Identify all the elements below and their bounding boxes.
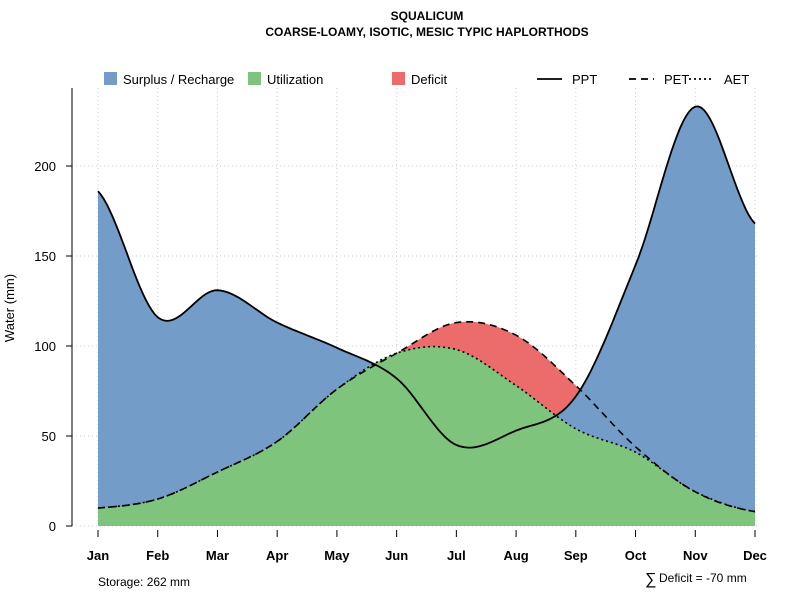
y-tick-label: 0	[49, 519, 56, 534]
deficit-annotation: Deficit = -70 mm	[659, 571, 747, 585]
x-tick-label: Nov	[683, 548, 708, 563]
legend-label: Surplus / Recharge	[123, 72, 234, 87]
x-tick-label: Jun	[385, 548, 408, 563]
x-tick-label: Feb	[146, 548, 169, 563]
legend-swatch	[248, 72, 261, 85]
chart-title: SQUALICUM	[391, 9, 464, 23]
series-lines	[97, 105, 756, 513]
legend-label: Utilization	[267, 72, 323, 87]
storage-annotation: Storage: 262 mm	[98, 575, 190, 589]
utilization-area	[98, 346, 755, 526]
x-tick-label: Jan	[87, 548, 109, 563]
y-axis-label: Water (mm)	[2, 274, 17, 342]
x-tick-label: Aug	[503, 548, 528, 563]
y-tick-label: 200	[34, 159, 56, 174]
legend-label: Deficit	[411, 72, 448, 87]
legend-label: PET	[664, 72, 689, 87]
x-tick-label: Oct	[625, 548, 647, 563]
y-tick-label: 50	[42, 429, 56, 444]
legend-swatch	[104, 72, 117, 85]
legend-swatch	[392, 72, 405, 85]
legend-label: AET	[724, 72, 749, 87]
x-tick-label: May	[324, 548, 350, 563]
y-tick-label: 150	[34, 249, 56, 264]
series-line-aet	[97, 345, 756, 513]
y-tick-label: 100	[34, 339, 56, 354]
legend-label: PPT	[572, 72, 597, 87]
x-tick-label: Jul	[447, 548, 466, 563]
series-line-pet	[97, 321, 756, 513]
legend: Surplus / Recharge Utilization Deficit PPT P…	[104, 72, 749, 87]
area-fills	[98, 106, 755, 527]
axes: 0 50 100 150 200 Jan Feb Mar Apr May Jun Jul Aug Sep O…	[34, 88, 767, 563]
x-tick-label: Dec	[743, 548, 767, 563]
surplus-recharge-area	[98, 106, 755, 527]
deficit-sum-symbol: ∑	[645, 571, 656, 588]
x-tick-label: Sep	[564, 548, 588, 563]
x-tick-label: Mar	[206, 548, 229, 563]
chart-subtitle: COARSE-LOAMY, ISOTIC, MESIC TYPIC HAPLOR…	[265, 25, 588, 39]
series-line-ppt	[97, 105, 756, 449]
x-tick-label: Apr	[266, 548, 288, 563]
